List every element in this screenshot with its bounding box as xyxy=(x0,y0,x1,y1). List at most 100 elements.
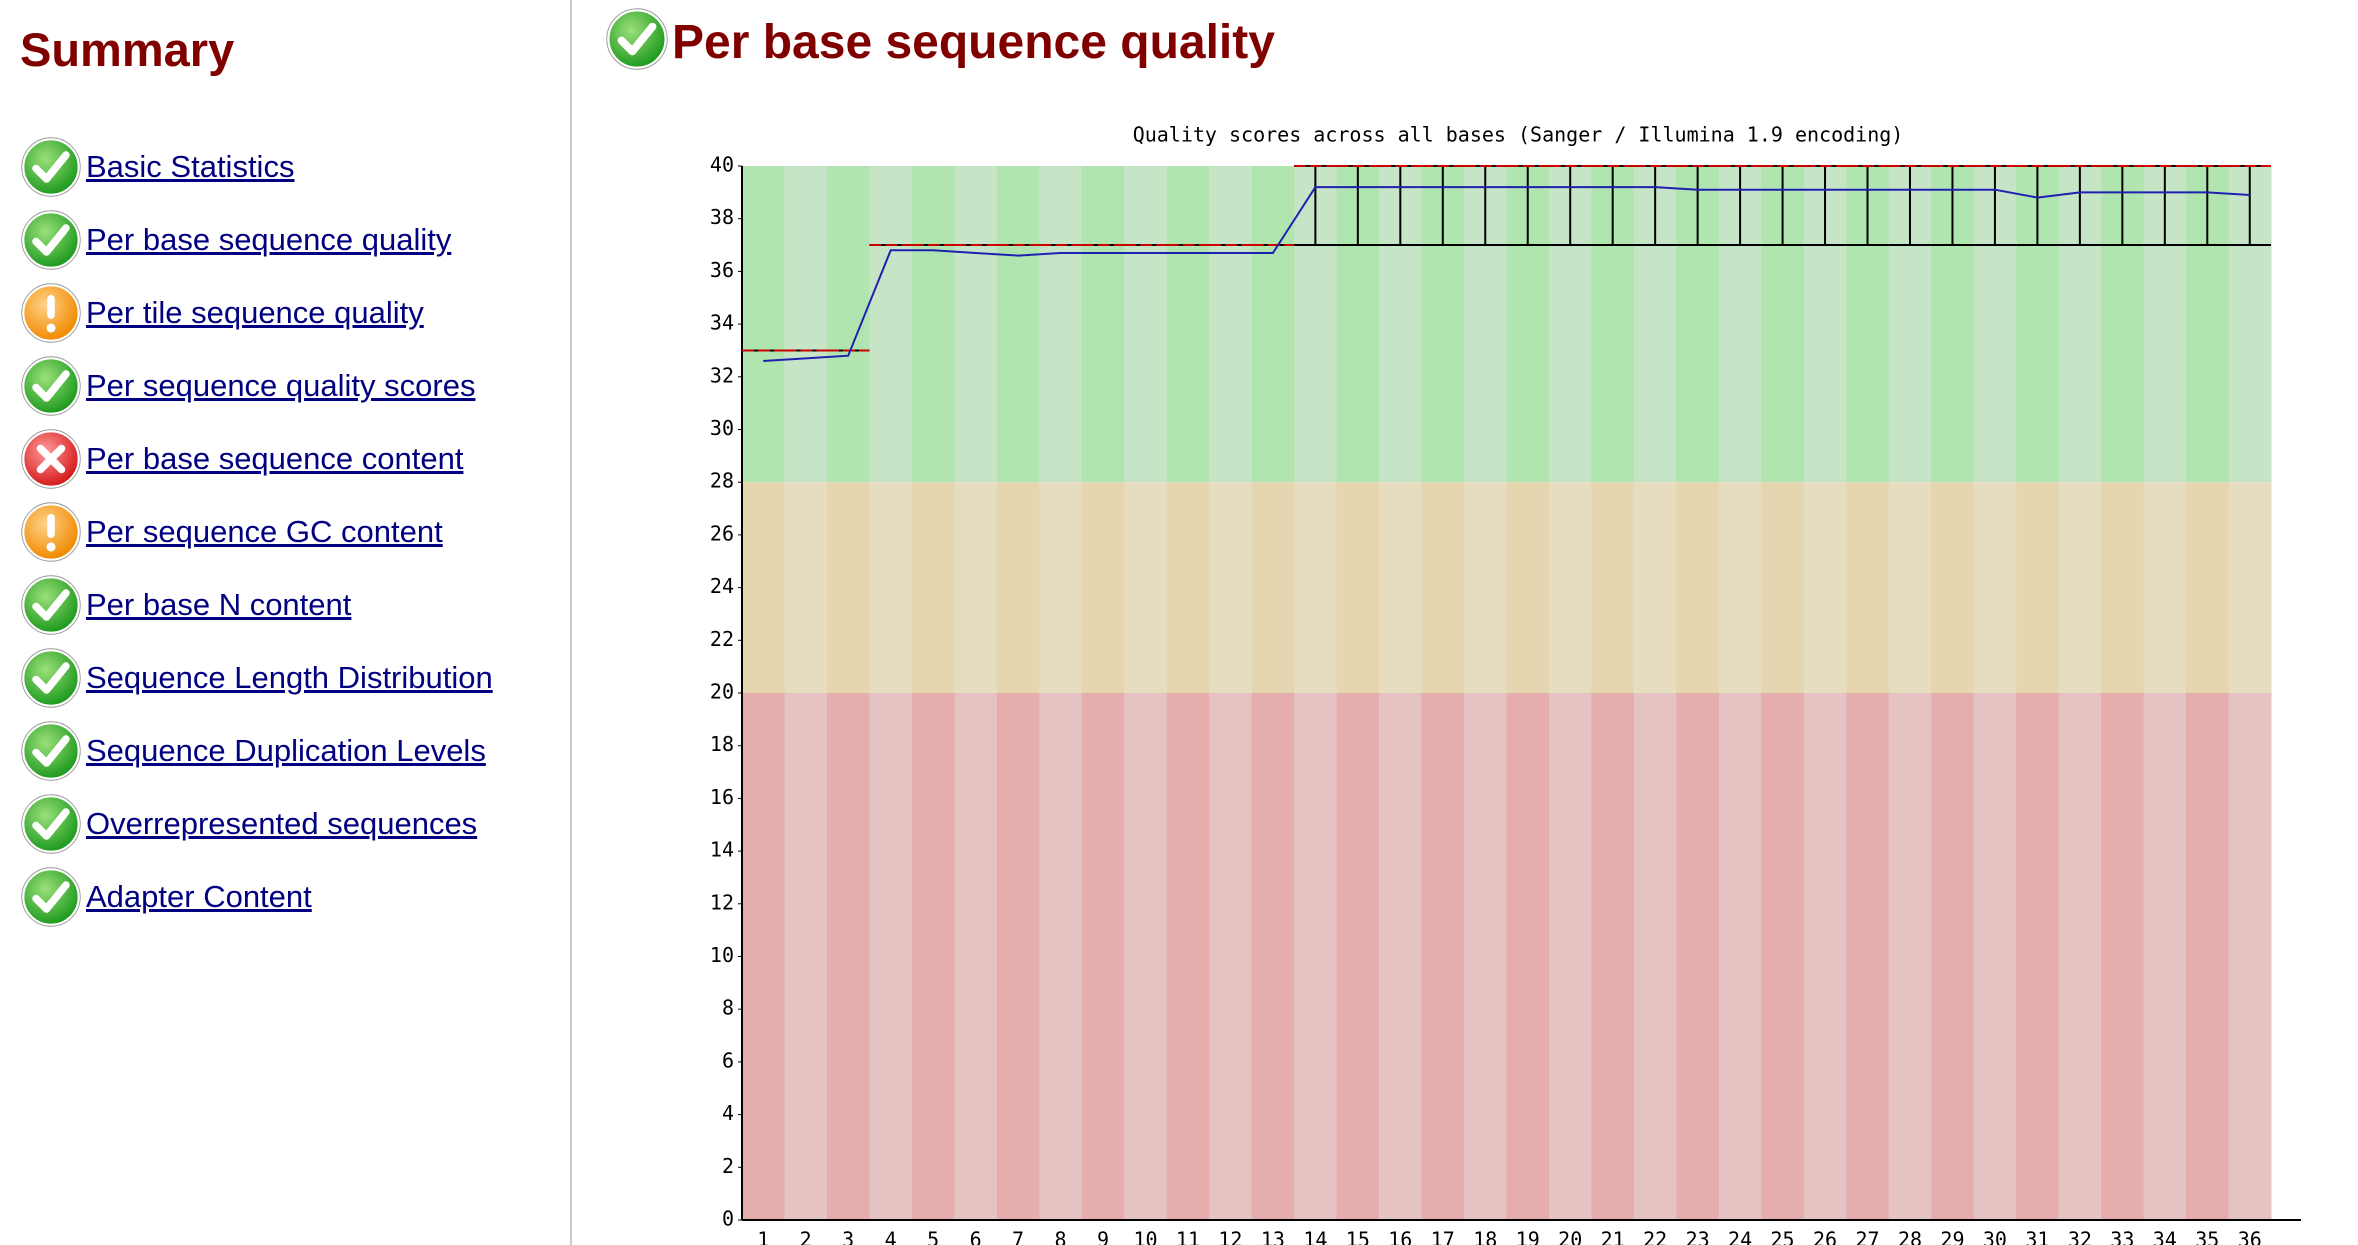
zone-stripe xyxy=(1633,482,1677,693)
chart-title: Quality scores across all bases (Sanger … xyxy=(1133,123,1904,147)
y-tick-label: 16 xyxy=(710,785,734,809)
y-tick-label: 30 xyxy=(710,416,734,440)
y-tick-label: 8 xyxy=(722,996,734,1020)
zone-stripe xyxy=(742,482,785,693)
x-tick-label: 28 xyxy=(1898,1228,1922,1245)
zone-stripe xyxy=(2101,482,2145,693)
nav-link[interactable]: Per base sequence quality xyxy=(86,222,452,257)
zone-stripe xyxy=(2143,482,2187,693)
x-tick-label: 2 xyxy=(800,1228,812,1245)
nav-item: Sequence Length Distribution xyxy=(21,648,493,708)
x-tick-label: 11 xyxy=(1176,1228,1200,1245)
x-tick-label: 27 xyxy=(1855,1228,1879,1245)
zone-stripe xyxy=(742,693,785,1220)
x-tick-label: 6 xyxy=(970,1228,982,1245)
nav-link[interactable]: Per tile sequence quality xyxy=(86,295,424,330)
zone-stripe xyxy=(1294,482,1338,693)
x-tick-label: 8 xyxy=(1055,1228,1067,1245)
y-tick-label: 12 xyxy=(710,890,734,914)
zone-stripe xyxy=(826,693,870,1220)
x-tick-label: 21 xyxy=(1601,1228,1625,1245)
nav-link[interactable]: Per base N content xyxy=(86,587,352,622)
x-tick-label: 33 xyxy=(2110,1228,2134,1245)
x-tick-label: 10 xyxy=(1133,1228,1157,1245)
zone-stripe xyxy=(1761,482,1805,693)
nav-item: Adapter Content xyxy=(21,867,312,927)
zone-stripe xyxy=(1124,482,1168,693)
zone-stripe xyxy=(1464,482,1507,693)
zone-stripe xyxy=(1591,482,1635,693)
x-tick-label: 17 xyxy=(1431,1228,1455,1245)
nav-link[interactable]: Overrepresented sequences xyxy=(86,806,478,841)
zone-stripe xyxy=(1124,166,1168,483)
status-icon xyxy=(21,867,81,927)
zone-stripe xyxy=(1676,693,1720,1220)
x-tick-label: 15 xyxy=(1346,1228,1370,1245)
zone-stripe xyxy=(2143,693,2187,1220)
nav-link[interactable]: Adapter Content xyxy=(86,879,312,914)
x-tick-label: 23 xyxy=(1686,1228,1710,1245)
y-tick-label: 36 xyxy=(710,258,734,282)
zone-stripe xyxy=(1548,482,1592,693)
zone-stripe xyxy=(1888,693,1932,1220)
nav-item: Per base sequence quality xyxy=(21,210,451,270)
x-tick-label: 19 xyxy=(1516,1228,1540,1245)
zone-stripe xyxy=(869,482,913,693)
nav-link[interactable]: Per sequence GC content xyxy=(86,514,443,549)
zone-stripe xyxy=(1973,693,2017,1220)
x-tick-label: 3 xyxy=(842,1228,854,1245)
zone-stripe xyxy=(1336,693,1380,1220)
zone-stripe xyxy=(1633,693,1677,1220)
zone-stripe xyxy=(1931,482,1975,693)
sidebar-title: Summary xyxy=(20,23,235,76)
zone-stripe xyxy=(1846,482,1890,693)
zone-stripe xyxy=(784,482,828,693)
zone-stripe xyxy=(954,166,998,483)
status-icon xyxy=(21,794,81,854)
y-tick-label: 34 xyxy=(710,311,734,335)
y-tick-label: 6 xyxy=(722,1048,734,1072)
status-icon xyxy=(21,210,81,270)
zone-stripe xyxy=(1421,482,1465,693)
zone-stripe xyxy=(2058,482,2102,693)
nav-link[interactable]: Basic Statistics xyxy=(86,149,295,184)
zone-stripe xyxy=(1718,482,1762,693)
y-tick-label: 14 xyxy=(710,838,734,862)
y-tick-label: 0 xyxy=(722,1207,734,1231)
x-tick-label: 7 xyxy=(1012,1228,1024,1245)
nav-link[interactable]: Sequence Duplication Levels xyxy=(86,733,486,768)
zone-stripe xyxy=(2186,693,2230,1220)
zone-stripe xyxy=(2101,693,2145,1220)
status-icon xyxy=(21,429,81,489)
zone-stripe xyxy=(1676,482,1720,693)
y-tick-label: 2 xyxy=(722,1154,734,1178)
x-tick-label: 18 xyxy=(1473,1228,1497,1245)
zone-stripe xyxy=(1548,693,1592,1220)
y-tick-label: 22 xyxy=(710,627,734,651)
x-tick-label: 25 xyxy=(1771,1228,1795,1245)
zone-stripe xyxy=(1166,693,1210,1220)
zone-stripe xyxy=(911,693,955,1220)
sidebar: Summary Basic Statistics Per base sequen… xyxy=(0,0,572,1245)
zone-stripe xyxy=(1888,482,1932,693)
zone-stripe xyxy=(2016,693,2060,1220)
status-icon xyxy=(21,137,81,197)
nav-link[interactable]: Sequence Length Distribution xyxy=(86,660,493,695)
zone-stripe xyxy=(1166,482,1210,693)
zone-stripe xyxy=(2016,482,2060,693)
y-tick-label: 18 xyxy=(710,732,734,756)
y-tick-label: 28 xyxy=(710,469,734,493)
y-tick-label: 24 xyxy=(710,574,734,598)
zone-stripe xyxy=(826,166,870,483)
zone-stripe xyxy=(1209,166,1253,483)
nav-link[interactable]: Per base sequence content xyxy=(86,441,464,476)
zone-stripe xyxy=(869,693,913,1220)
zone-stripe xyxy=(954,482,998,693)
x-tick-label: 9 xyxy=(1097,1228,1109,1245)
zone-stripe xyxy=(996,166,1040,483)
zone-stripe xyxy=(1166,166,1210,483)
nav-item: Per base sequence content xyxy=(21,429,463,489)
nav-link[interactable]: Per sequence quality scores xyxy=(86,368,476,403)
y-tick-label: 40 xyxy=(710,153,734,177)
x-tick-label: 26 xyxy=(1813,1228,1837,1245)
